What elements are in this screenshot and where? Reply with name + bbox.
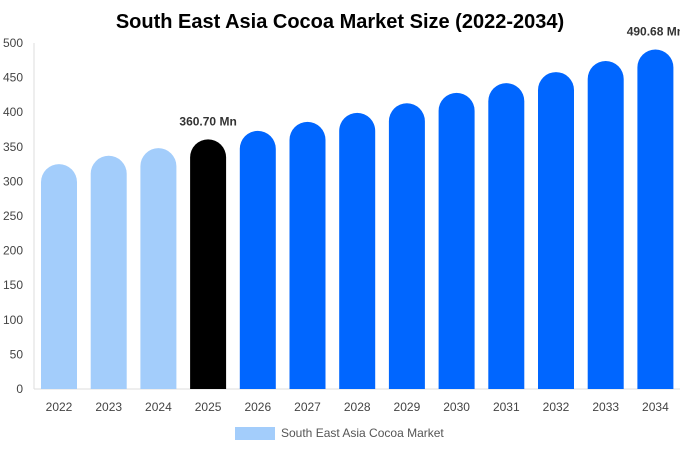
y-tick-label: 500 (3, 36, 23, 50)
y-tick-label: 300 (3, 174, 23, 188)
x-tick-label: 2027 (294, 400, 321, 414)
y-tick-label: 100 (3, 313, 23, 327)
bar-2026 (239, 130, 276, 389)
data-label: 490.68 Mn (627, 24, 680, 38)
x-tick-label: 2034 (642, 400, 669, 414)
chart-title: South East Asia Cocoa Market Size (2022-… (116, 11, 564, 33)
x-tick-label: 2025 (195, 400, 222, 414)
x-tick-label: 2029 (394, 400, 421, 414)
y-tick-label: 0 (16, 382, 23, 396)
data-label: 360.70 Mn (179, 114, 236, 128)
x-tick-label: 2022 (46, 400, 73, 414)
x-tick-label: 2028 (344, 400, 371, 414)
x-axis: 2022 2023 2024 2025 2026 2027 2028 2029 2030 2031… (46, 400, 669, 414)
x-tick-label: 2026 (244, 400, 271, 414)
x-tick-label: 2030 (443, 400, 470, 414)
y-tick-label: 450 (3, 71, 23, 85)
x-tick-label: 2023 (95, 400, 122, 414)
x-tick-label: 2032 (543, 400, 570, 414)
x-tick-label: 2024 (145, 400, 172, 414)
x-tick-label: 2033 (592, 400, 619, 414)
bar-2034 (637, 49, 674, 390)
legend-label: South East Asia Cocoa Market (281, 426, 444, 440)
bar-2023 (90, 155, 127, 389)
legend: South East Asia Cocoa Market (235, 426, 444, 440)
bar-2033 (587, 60, 624, 389)
bars (41, 49, 674, 390)
bar-2024 (140, 148, 177, 389)
y-tick-label: 150 (3, 278, 23, 292)
y-tick-label: 50 (10, 347, 24, 361)
bar-2025 (190, 139, 227, 389)
bar-2028 (339, 112, 376, 389)
y-tick-label: 350 (3, 140, 23, 154)
y-tick-label: 250 (3, 209, 23, 223)
bar-2032 (538, 72, 574, 390)
bar-2029 (388, 103, 425, 389)
bar-2022 (41, 164, 77, 389)
y-tick-label: 200 (3, 244, 23, 258)
y-tick-label: 400 (3, 105, 23, 119)
bar-2027 (289, 121, 326, 389)
x-tick-label: 2031 (493, 400, 520, 414)
legend-swatch (235, 427, 275, 440)
bar-2031 (488, 83, 525, 390)
bar-2030 (438, 92, 475, 389)
data-labels: 360.70 Mn 490.68 Mn (179, 24, 680, 128)
